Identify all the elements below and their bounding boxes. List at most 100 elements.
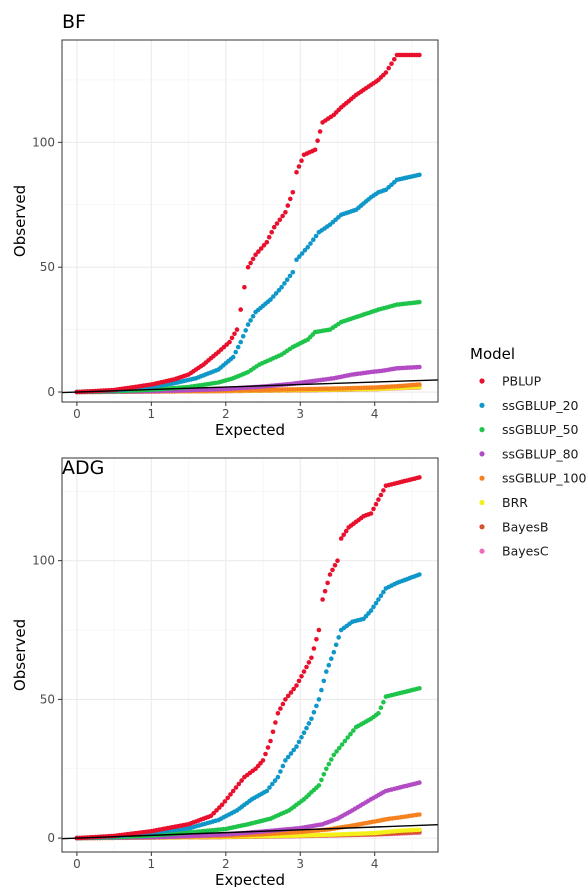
data-point: [299, 674, 304, 679]
data-point: [245, 322, 251, 327]
legend-label-ssGBLUP_50: ssGBLUP_50: [502, 422, 579, 437]
panel-title: BF: [62, 11, 86, 33]
data-point: [283, 210, 288, 215]
legend-label-ssGBLUP_80: ssGBLUP_80: [502, 446, 579, 461]
legend-key-BRR: [479, 499, 485, 506]
data-point: [331, 649, 337, 655]
data-point: [294, 170, 299, 175]
data-point: [321, 772, 327, 777]
data-point: [287, 273, 293, 279]
data-point: [311, 710, 317, 715]
legend: Model PBLUP ssGBLUP_20 ssGBLUP_50 ssGBLUP_8…: [470, 345, 586, 559]
data-point: [308, 241, 313, 246]
data-point: [341, 532, 347, 538]
data-point: [219, 802, 225, 808]
data-point: [316, 697, 322, 702]
data-point: [264, 239, 270, 245]
legend-key-ssGBLUP_20: [479, 402, 485, 408]
legend-key-ssGBLUP_80: [479, 451, 485, 457]
data-point: [285, 754, 291, 760]
data-point: [280, 701, 286, 707]
data-point: [294, 683, 299, 688]
data-point: [351, 728, 356, 733]
data-point: [417, 572, 422, 577]
data-point: [371, 506, 376, 512]
data-point: [311, 646, 317, 651]
data-point: [243, 328, 248, 333]
data-point: [273, 720, 278, 725]
data-point: [245, 264, 251, 270]
data-point: [306, 721, 312, 726]
data-point: [234, 327, 240, 332]
legend-key-PBLUP: [479, 378, 485, 384]
data-point: [285, 693, 291, 699]
panel-adg: 0 1 2 3 4 0 50 100 ADG Expected Observed: [11, 457, 439, 887]
x-axis-label: Expected: [215, 871, 285, 887]
legend-key-ssGBLUP_50: [479, 427, 485, 433]
data-point: [329, 656, 334, 661]
data-point: [225, 795, 230, 801]
data-point: [222, 799, 228, 804]
data-point: [265, 745, 271, 750]
x-tick-label: 2: [222, 407, 230, 421]
data-point: [417, 686, 422, 691]
data-point: [270, 781, 275, 787]
x-tick-label: 4: [371, 407, 379, 421]
reference-line: [62, 379, 438, 394]
data-point: [282, 281, 287, 286]
y-tick-label: 0: [47, 385, 55, 399]
data-point: [297, 254, 302, 259]
data-point: [325, 580, 330, 586]
data-point: [316, 783, 322, 788]
data-point: [368, 608, 374, 613]
data-point: [376, 497, 381, 502]
data-point: [256, 249, 261, 254]
data-point: [301, 669, 307, 674]
x-tick-label: 1: [148, 857, 156, 871]
data-point: [324, 766, 329, 772]
data-point: [291, 686, 297, 692]
data-point: [261, 243, 267, 248]
data-point: [211, 810, 216, 816]
data-point: [253, 252, 258, 257]
data-point: [417, 475, 422, 480]
data-point: [288, 751, 294, 756]
legend-title: Model: [470, 345, 515, 363]
data-point: [302, 248, 308, 253]
x-tick-label: 2: [222, 857, 230, 871]
data-point: [232, 331, 237, 337]
y-axis-label: Observed: [11, 185, 29, 257]
y-tick-label: 100: [32, 135, 55, 149]
x-tick-label: 4: [371, 857, 379, 871]
data-point: [373, 600, 379, 606]
data-point: [314, 703, 319, 709]
legend-label-BayesC: BayesC: [502, 544, 549, 559]
data-point: [267, 785, 272, 790]
legend-label-ssGBLUP_20: ssGBLUP_20: [502, 398, 579, 413]
data-point: [217, 805, 222, 810]
data-point: [342, 738, 348, 744]
data-point: [345, 735, 351, 740]
data-point: [378, 492, 384, 498]
data-point: [322, 588, 328, 594]
y-tick-label: 50: [40, 692, 55, 706]
data-point: [332, 563, 338, 568]
data-point: [274, 221, 280, 226]
data-point: [270, 729, 276, 735]
data-point: [272, 778, 278, 783]
legend-label-BayesB: BayesB: [502, 519, 548, 534]
data-point: [214, 808, 219, 813]
data-point: [417, 812, 422, 817]
series-PBLUP: [74, 52, 422, 395]
legend-label-BRR: BRR: [502, 495, 528, 510]
data-point: [329, 757, 334, 762]
panel-title: ADG: [62, 457, 104, 479]
data-point: [343, 528, 349, 534]
data-point: [383, 70, 389, 75]
data-point: [271, 294, 276, 299]
data-point: [389, 61, 394, 66]
data-point: [250, 314, 256, 319]
panel-border: [61, 39, 439, 403]
reference-line: [62, 823, 438, 840]
